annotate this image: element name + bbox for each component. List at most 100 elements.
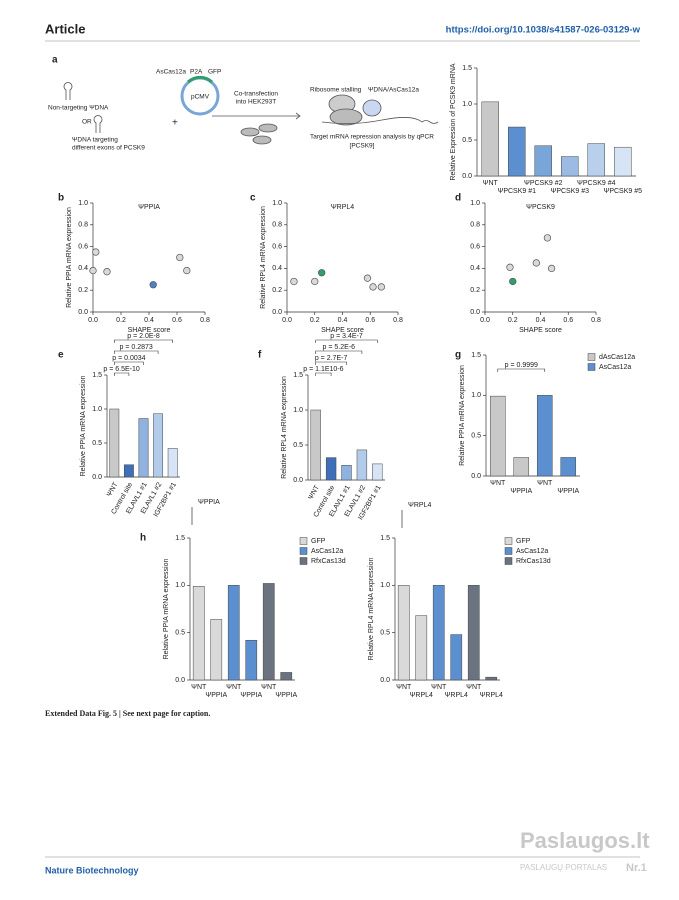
x-tick-label: ΨNT xyxy=(483,180,499,187)
bar xyxy=(397,585,410,681)
bar xyxy=(587,143,605,177)
y-tick-label: 1.5 xyxy=(462,65,472,72)
bar xyxy=(467,585,480,681)
bar xyxy=(167,448,178,478)
y-tick-label: 0.4 xyxy=(470,265,480,272)
header-title: Article xyxy=(45,21,85,36)
plasmid-gfp xyxy=(187,75,213,84)
bar xyxy=(614,146,632,177)
significance-bracket xyxy=(114,339,173,343)
legend-label: GFP xyxy=(311,538,326,545)
legend-label: RfxCas13d xyxy=(311,558,346,565)
x-tick-label: ΨPPIA xyxy=(240,692,262,699)
bar xyxy=(485,676,498,681)
y-tick-label: 0.8 xyxy=(470,222,480,229)
point xyxy=(89,266,97,275)
diagram-text: Non-targeting ΨDNA xyxy=(48,105,109,112)
y-tick-label: 0.6 xyxy=(470,243,480,250)
diagram-text: Ribosome stalling xyxy=(310,87,362,94)
x-tick-label: 0.2 xyxy=(508,317,518,324)
x-tick-label: 0.4 xyxy=(536,317,546,324)
legend-swatch xyxy=(587,363,596,371)
point xyxy=(149,281,157,289)
panel-label: b xyxy=(58,193,64,204)
x-tick-label: 0.6 xyxy=(365,317,375,324)
bar xyxy=(432,585,445,681)
y-tick-label: 0.8 xyxy=(272,222,282,229)
y-tick-label: 1.5 xyxy=(471,352,481,359)
header-url: https://doi.org/10.1038/s41587-026-03129… xyxy=(446,25,641,36)
cell xyxy=(252,135,272,145)
x-tick-label: ΨPPIA xyxy=(557,488,579,495)
p-value: p = 5.2E-6 xyxy=(323,344,356,351)
group-label: ΨRPL4 xyxy=(408,502,431,509)
diagram-text: different exons of PCSK9 xyxy=(72,145,145,152)
hairpin-icon xyxy=(63,82,73,100)
y-tick-label: 1.5 xyxy=(92,372,102,379)
x-tick-label: 0.4 xyxy=(338,317,348,324)
legend-label: RfxCas13d xyxy=(516,558,551,565)
chart-title: ΨPCSK9 xyxy=(526,204,555,211)
bar xyxy=(280,672,293,681)
y-tick-label: 0.0 xyxy=(462,173,472,180)
y-tick-label: 1.0 xyxy=(92,406,102,413)
y-tick-label: 0.5 xyxy=(462,137,472,144)
x-tick-label: ΨNT xyxy=(466,684,482,691)
y-tick-label: 0.2 xyxy=(78,287,88,294)
x-tick-label: 0.8 xyxy=(591,317,601,324)
panel-label: e xyxy=(58,350,64,361)
y-tick-label: 0.5 xyxy=(471,433,481,440)
p-value: p = 0.9999 xyxy=(505,362,538,369)
diagram-text: Co-transfection xyxy=(234,91,278,98)
x-tick-label: ΨPPIA xyxy=(510,488,532,495)
x-tick-label: ΨNT xyxy=(307,484,321,501)
legend-label: GFP xyxy=(516,538,531,545)
bar xyxy=(310,409,321,481)
significance-bracket xyxy=(315,339,378,343)
point xyxy=(509,277,517,286)
y-tick-label: 1.0 xyxy=(471,392,481,399)
x-tick-label: 0.0 xyxy=(282,317,292,324)
x-tick-label: 0.0 xyxy=(480,317,490,324)
bar xyxy=(450,634,463,681)
diagram-text: GFP xyxy=(208,69,221,76)
legend-swatch xyxy=(299,557,308,565)
bar xyxy=(192,586,205,681)
y-tick-label: 0.0 xyxy=(272,309,282,316)
bar xyxy=(513,457,530,477)
y-tick-label: 0.2 xyxy=(272,287,282,294)
point xyxy=(543,234,552,242)
x-tick-label: ΨRPL4 xyxy=(410,692,433,699)
y-tick-label: 1.0 xyxy=(78,200,88,207)
y-tick-label: 1.0 xyxy=(380,582,390,589)
x-axis-label: SHAPE score xyxy=(128,327,171,334)
bar xyxy=(372,463,383,481)
legend-swatch xyxy=(299,547,308,555)
panel-label: h xyxy=(140,533,146,544)
y-tick-label: 0.0 xyxy=(78,309,88,316)
point xyxy=(103,268,111,276)
y-axis-label: Relative PPIA mRNA expression xyxy=(459,365,466,466)
p-value: p = 3.4E-7 xyxy=(330,333,363,340)
diagram-text: pCMV xyxy=(191,94,210,101)
legend-swatch xyxy=(504,547,513,555)
x-tick-label: 0.6 xyxy=(172,317,182,324)
x-tick-label: 0.4 xyxy=(144,317,154,324)
legend-label: dAsCas12a xyxy=(599,354,635,361)
panel-label: a xyxy=(52,55,58,66)
x-tick-label: ΨNT xyxy=(396,684,412,691)
bar xyxy=(245,639,258,681)
y-tick-label: 1.0 xyxy=(175,582,185,589)
p-value: p = 2.0E-8 xyxy=(127,333,160,340)
x-tick-label: ΨNT xyxy=(226,684,242,691)
y-tick-label: 0.4 xyxy=(78,265,88,272)
chart-title: ΨRPL4 xyxy=(331,204,354,211)
bar xyxy=(536,395,553,477)
x-tick-label: ΨNT xyxy=(431,684,447,691)
bar xyxy=(560,457,577,477)
watermark: PASLAUGŲ PORTALAS xyxy=(520,863,607,872)
panel-label: g xyxy=(455,350,461,361)
cas-complex xyxy=(362,99,382,117)
legend-swatch xyxy=(587,353,596,361)
y-tick-label: 0.5 xyxy=(175,630,185,637)
